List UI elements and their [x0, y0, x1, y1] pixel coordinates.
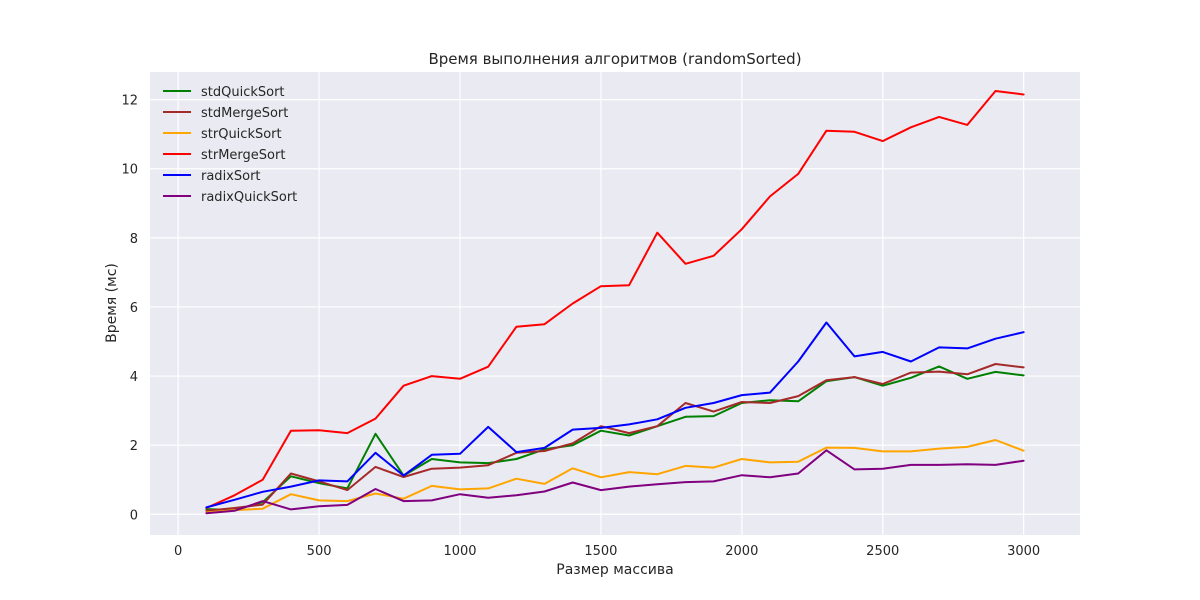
legend-label-strMergeSort: strMergeSort — [201, 148, 285, 163]
x-tick-label: 2000 — [725, 544, 758, 559]
x-axis-label: Размер массива — [556, 562, 673, 578]
chart-title: Время выполнения алгоритмов (randomSorte… — [428, 50, 801, 68]
y-tick-label: 0 — [130, 508, 138, 523]
legend-label-radixSort: radixSort — [201, 169, 261, 184]
grid — [150, 72, 1080, 535]
legend-label-stdQuickSort: stdQuickSort — [201, 85, 285, 100]
y-tick-labels: 0 2 4 6 8 10 12 — [121, 94, 138, 524]
x-tick-label: 3000 — [1007, 544, 1040, 559]
y-tick-label: 8 — [130, 232, 138, 247]
legend-label-strQuickSort: strQuickSort — [201, 127, 282, 142]
series-line-strMergeSort — [205, 90, 1025, 509]
x-tick-labels: 0 500 1000 1500 2000 2500 3000 — [174, 544, 1040, 559]
series-line-stdMergeSort — [205, 363, 1025, 512]
x-tick-label: 2500 — [866, 544, 899, 559]
series-lines — [205, 90, 1025, 515]
x-tick-label: 1000 — [443, 544, 476, 559]
legend: stdQuickSort stdMergeSort strQuickSort strM… — [163, 85, 297, 205]
series-line-radixQuickSort — [205, 449, 1025, 515]
y-axis-label: Время (мс) — [104, 263, 120, 343]
legend-label-stdMergeSort: stdMergeSort — [201, 106, 288, 121]
plot-area — [150, 72, 1080, 535]
y-tick-label: 6 — [130, 301, 138, 316]
x-tick-label: 500 — [307, 544, 332, 559]
y-tick-label: 10 — [121, 163, 138, 178]
y-tick-label: 12 — [121, 94, 138, 109]
legend-label-radixQuickSort: radixQuickSort — [201, 190, 297, 205]
y-tick-label: 4 — [130, 370, 138, 385]
x-tick-label: 1500 — [584, 544, 617, 559]
series-line-radixSort — [205, 321, 1025, 509]
y-tick-label: 2 — [130, 439, 138, 454]
series-line-stdQuickSort — [205, 365, 1025, 512]
series-line-strQuickSort — [205, 439, 1025, 514]
x-tick-label: 0 — [174, 544, 182, 559]
